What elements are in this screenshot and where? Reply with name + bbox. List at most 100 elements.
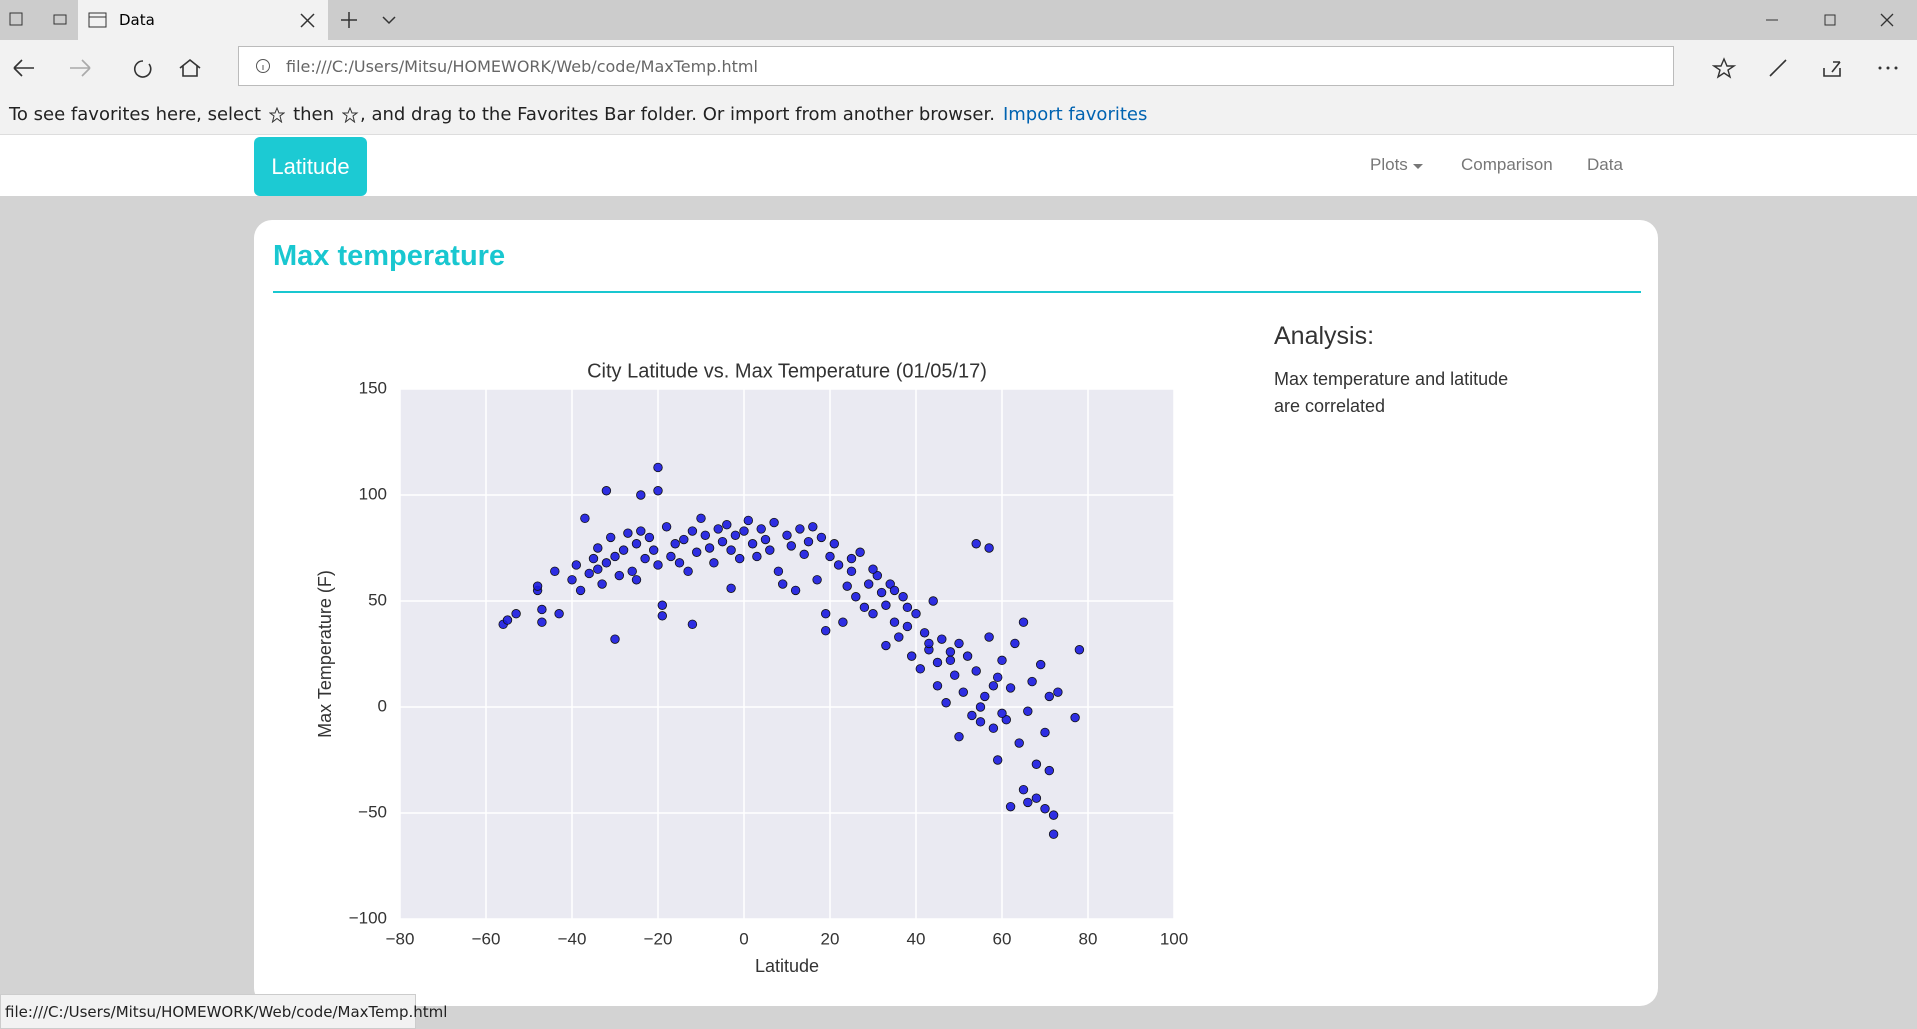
point — [997, 655, 1007, 666]
point — [618, 545, 629, 555]
point — [816, 532, 827, 543]
point — [670, 539, 680, 549]
point — [717, 536, 728, 547]
point — [993, 755, 1003, 765]
y-tick-label: −50 — [358, 802, 387, 821]
nav-link[interactable]: Plots — [1370, 155, 1423, 175]
point — [872, 570, 883, 581]
point — [829, 539, 840, 549]
point — [898, 592, 908, 602]
point — [575, 585, 586, 596]
point — [907, 651, 917, 661]
point — [580, 513, 590, 524]
point — [881, 640, 891, 651]
point — [588, 553, 599, 564]
point — [636, 490, 646, 500]
x-tick-label: 40 — [907, 929, 926, 948]
tab-icons[interactable] — [8, 10, 68, 30]
point — [614, 570, 625, 581]
point — [842, 581, 852, 591]
window-controls[interactable] — [1760, 10, 1910, 30]
favorites-text: To see favorites here, select — [9, 104, 262, 125]
point — [700, 530, 711, 540]
active-tab[interactable]: Data — [78, 0, 328, 40]
x-tick-label: −60 — [472, 929, 501, 948]
point — [661, 522, 672, 532]
point — [730, 530, 741, 540]
point — [713, 524, 723, 534]
point — [902, 621, 913, 632]
point — [623, 528, 633, 538]
point — [567, 575, 577, 585]
tab-icon — [88, 12, 107, 28]
import-link[interactable]: Import favorites — [1002, 104, 1148, 125]
analysis-heading: Analysis: — [1274, 322, 1375, 350]
point — [735, 553, 745, 564]
point — [1031, 759, 1042, 769]
point — [997, 708, 1007, 719]
point — [919, 628, 930, 638]
point — [657, 600, 668, 610]
point — [606, 532, 616, 543]
point — [1036, 659, 1046, 670]
point — [640, 553, 650, 564]
nav-buttons[interactable] — [12, 56, 212, 80]
point — [1048, 810, 1059, 820]
point — [984, 632, 994, 642]
point — [859, 602, 870, 613]
point — [885, 579, 895, 589]
point — [924, 638, 934, 649]
point — [993, 672, 1003, 683]
point — [782, 530, 792, 540]
nav-link[interactable]: Data — [1587, 155, 1623, 174]
favorites-bar: To see favorites here, select then , and… — [0, 95, 1917, 135]
navbar: Latitude Plots Comparison Data — [0, 135, 1917, 196]
nav-link-text: Plots — [1370, 155, 1408, 174]
x-tick-label: 80 — [1079, 929, 1098, 948]
point — [975, 717, 986, 727]
point — [747, 539, 758, 549]
close-tab[interactable] — [300, 13, 315, 28]
point — [726, 545, 736, 555]
address-bar[interactable]: file:///C:/Users/Mitsu/HOMEWORK/Web/code… — [238, 46, 1674, 86]
nav-link[interactable]: Comparison — [1461, 155, 1553, 174]
x-tick-label: 20 — [821, 929, 840, 948]
point — [988, 681, 999, 691]
point — [988, 723, 999, 733]
point — [1018, 784, 1029, 795]
point — [967, 710, 977, 721]
point — [889, 585, 900, 596]
toolbar-icons[interactable] — [1712, 56, 1912, 80]
title-rule — [273, 291, 1641, 293]
point — [679, 534, 689, 545]
point — [1001, 715, 1012, 725]
point — [803, 536, 814, 547]
point — [950, 670, 960, 680]
x-tick-label: −40 — [558, 929, 587, 948]
chart: −100 −50 0 50 100 150 −80 −60 −40 −20 0 20 40 60 80 100… — [315, 360, 1188, 975]
point — [889, 617, 900, 627]
favorites-text: then — [293, 104, 335, 125]
point — [945, 647, 956, 657]
star-icon — [269, 106, 286, 123]
point — [928, 596, 938, 606]
point — [778, 579, 788, 589]
point — [593, 543, 603, 553]
point — [532, 581, 543, 591]
point — [636, 526, 646, 536]
new-tab[interactable] — [340, 10, 400, 30]
point — [687, 526, 698, 536]
point — [958, 687, 969, 697]
point — [1023, 706, 1033, 716]
point — [653, 462, 663, 473]
point — [833, 560, 844, 570]
y-tick-label: −100 — [349, 908, 387, 927]
point — [821, 625, 831, 636]
brand[interactable]: Latitude — [254, 137, 367, 196]
point — [631, 539, 642, 549]
point — [584, 568, 594, 579]
point — [666, 551, 676, 562]
point — [790, 585, 801, 596]
x-tick-label: 0 — [739, 929, 748, 948]
